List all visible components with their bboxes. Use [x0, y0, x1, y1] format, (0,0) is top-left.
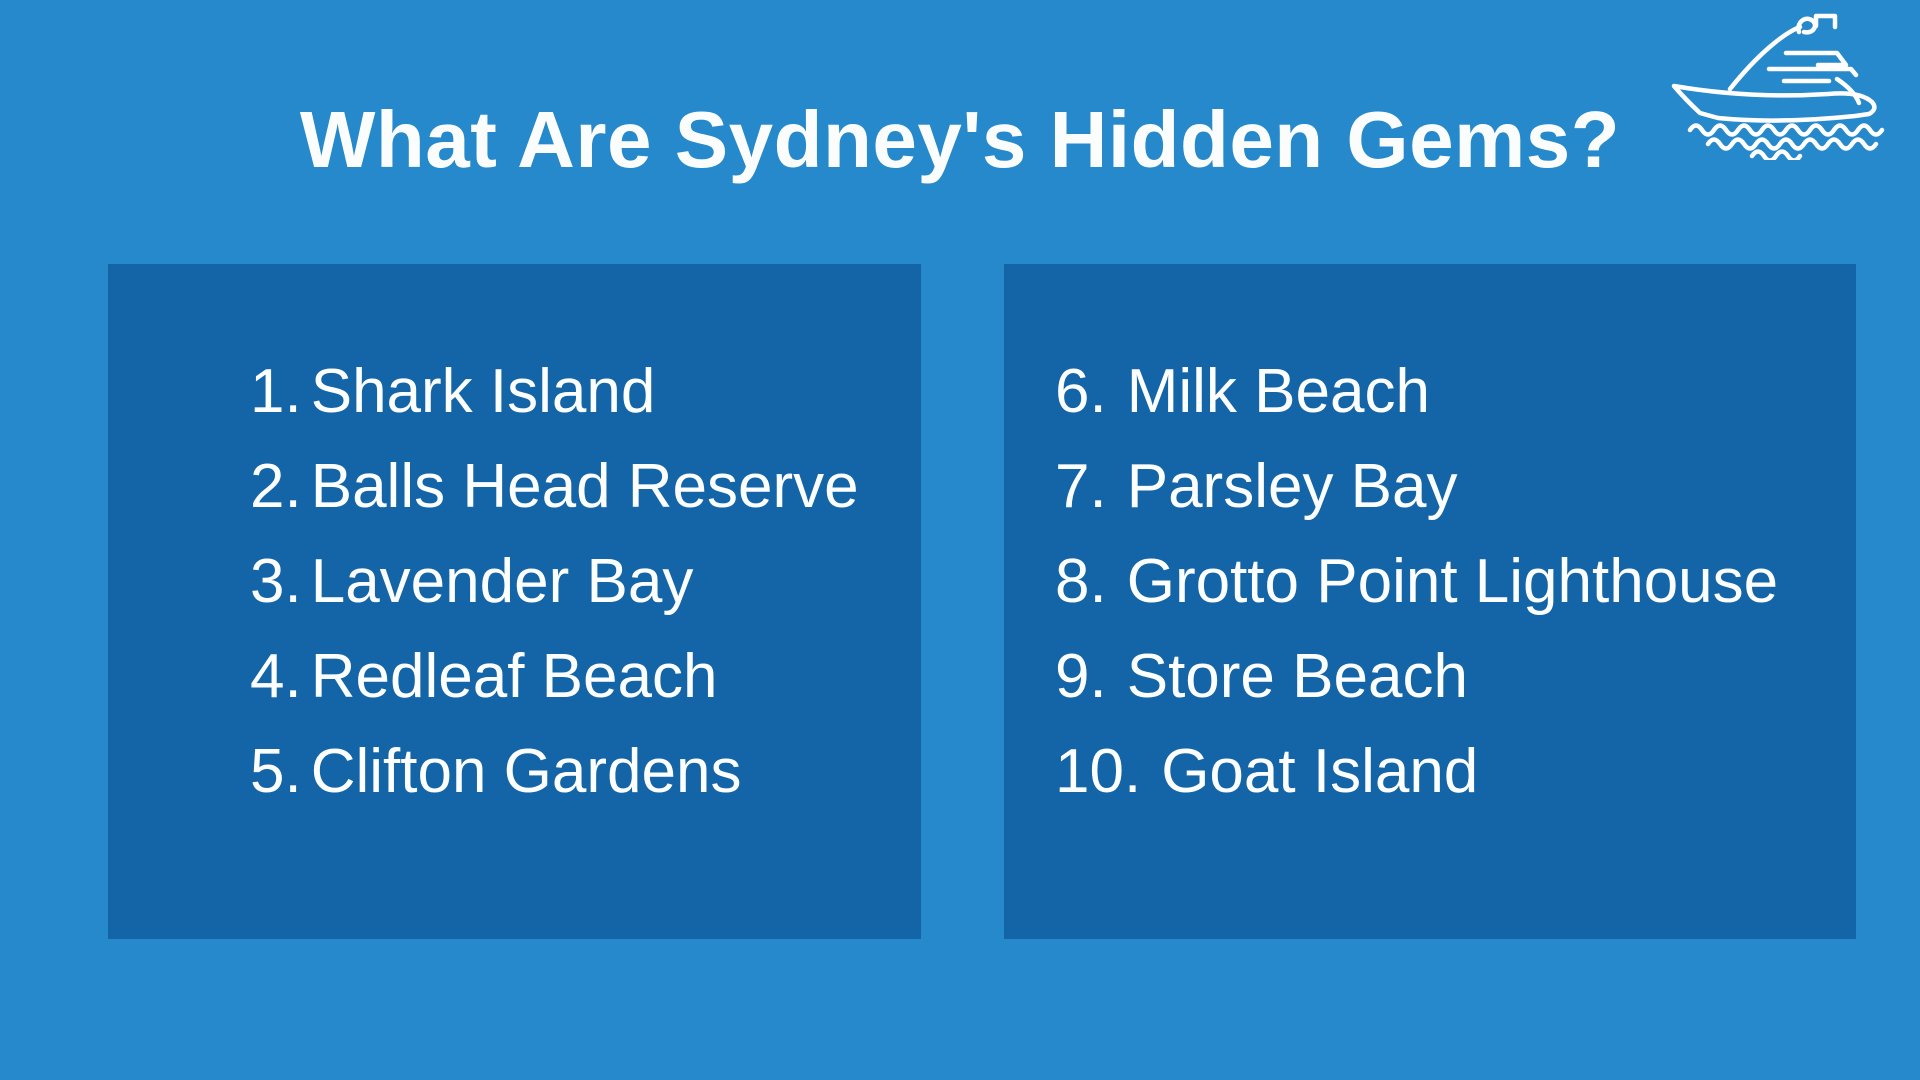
right-gem-list: 6. Milk Beach 7. Parsley Bay 8. Grotto Poin… — [1004, 264, 1856, 819]
item-name: Store Beach — [1126, 642, 1468, 711]
list-item: 5. Clifton Gardens — [250, 724, 921, 819]
item-name: Goat Island — [1161, 737, 1479, 806]
list-item: 1. Shark Island — [250, 344, 921, 439]
item-name: Grotto Point Lighthouse — [1126, 547, 1779, 616]
item-number: 7. — [1055, 452, 1107, 521]
page-title: What Are Sydney's Hidden Gems? — [299, 95, 1621, 184]
item-number: 4. — [250, 642, 302, 711]
item-name: Shark Island — [310, 357, 656, 426]
list-item: 3. Lavender Bay — [250, 534, 921, 629]
list-item: 8. Grotto Point Lighthouse — [1055, 534, 1856, 629]
item-number: 5. — [250, 737, 302, 806]
item-number: 9. — [1055, 642, 1107, 711]
boat-icon — [1671, 13, 1885, 160]
list-item: 7. Parsley Bay — [1055, 439, 1856, 534]
list-item: 4. Redleaf Beach — [250, 629, 921, 724]
item-name: Milk Beach — [1126, 357, 1430, 426]
list-item: 2. Balls Head Reserve — [250, 439, 921, 534]
list-item: 6. Milk Beach — [1055, 344, 1856, 439]
left-panel: 1. Shark Island 2. Balls Head Reserve 3. La… — [108, 264, 921, 939]
item-number: 3. — [250, 547, 302, 616]
item-number: 1. — [250, 357, 302, 426]
list-item: 10. Goat Island — [1055, 724, 1856, 819]
item-name: Redleaf Beach — [310, 642, 718, 711]
item-number: 10. — [1055, 737, 1142, 806]
item-name: Lavender Bay — [310, 547, 694, 616]
item-number: 8. — [1055, 547, 1107, 616]
item-number: 2. — [250, 452, 302, 521]
list-item: 9. Store Beach — [1055, 629, 1856, 724]
item-name: Balls Head Reserve — [310, 452, 859, 521]
item-name: Clifton Gardens — [310, 737, 742, 806]
right-panel: 6. Milk Beach 7. Parsley Bay 8. Grotto Poin… — [1004, 264, 1856, 939]
left-gem-list: 1. Shark Island 2. Balls Head Reserve 3. La… — [108, 264, 921, 819]
item-number: 6. — [1055, 357, 1107, 426]
item-name: Parsley Bay — [1126, 452, 1458, 521]
